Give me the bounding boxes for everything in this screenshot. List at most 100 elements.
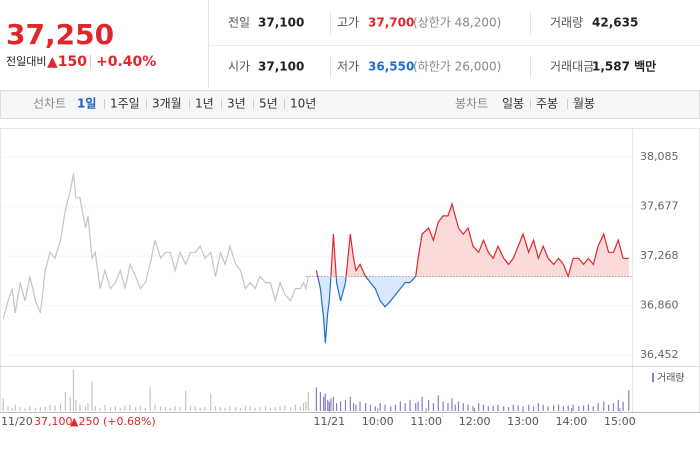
x-tick-label: 13:00	[507, 415, 539, 428]
volume-bar	[528, 404, 530, 411]
volume-bar	[323, 396, 325, 411]
volume-bar	[344, 399, 347, 411]
volume-bar	[154, 404, 156, 411]
volume-bar	[582, 405, 585, 411]
stat-value: 37,700	[368, 16, 414, 30]
volume-bar	[299, 406, 301, 411]
volume-bar	[14, 404, 16, 411]
period-tab[interactable]: 3년	[227, 97, 246, 111]
volume-bar	[274, 407, 276, 411]
y-tick-label: 38,085	[640, 150, 679, 163]
volume-bar	[214, 406, 217, 411]
volume-bar	[487, 406, 489, 411]
stat-value: 37,100	[258, 60, 304, 74]
volume-bar	[179, 407, 181, 411]
price-area	[316, 203, 629, 344]
stat-note: (하한가 26,000)	[413, 60, 501, 74]
volume-bar	[324, 393, 326, 411]
volume-bar	[229, 406, 231, 411]
volume-bar	[315, 387, 318, 411]
volume-bar	[349, 396, 351, 411]
volume-bar	[29, 406, 31, 411]
stat-label: 거래량	[550, 16, 583, 30]
volume-bar	[44, 406, 46, 411]
tab-group-label: 봉차트	[455, 97, 488, 111]
volume-bar	[109, 407, 112, 411]
price-line	[315, 201, 629, 344]
volume-bar	[572, 404, 574, 411]
volume-bar	[210, 393, 212, 411]
x-tick-label: 10:00	[362, 415, 394, 428]
volume-bar	[369, 404, 372, 411]
current-price: 37,250	[6, 18, 114, 51]
period-tab[interactable]: 10년	[290, 97, 316, 111]
volume-bar	[94, 406, 96, 411]
x-tick-label: 12:00	[459, 415, 491, 428]
volume-bar	[7, 406, 9, 411]
volume-bar	[169, 407, 171, 411]
volume-bar	[447, 403, 449, 411]
prev-change: ▲250 (+0.68%)	[70, 415, 156, 428]
volume-bar	[622, 401, 624, 411]
volume-bar	[467, 404, 469, 411]
period-tab[interactable]: 1주일	[110, 97, 140, 111]
volume-bar	[532, 406, 535, 411]
period-tab[interactable]: 월봉	[573, 97, 595, 111]
volume-bar	[204, 407, 206, 411]
volume-bar	[239, 407, 242, 411]
volume-bar	[478, 403, 480, 411]
volume-bar	[587, 404, 590, 411]
x-tick-label: 14:00	[556, 415, 588, 428]
volume-bar	[517, 405, 519, 411]
volume-bar	[279, 406, 281, 411]
volume-bar	[72, 370, 75, 411]
volume-bar	[235, 407, 237, 411]
volume-bar	[139, 406, 142, 411]
volume-bar	[254, 407, 256, 411]
volume-bar	[305, 401, 307, 411]
volume-bar	[49, 404, 51, 411]
period-tab[interactable]: 주봉	[536, 97, 558, 111]
period-tab[interactable]: 1년	[195, 97, 214, 111]
volume-bar	[185, 390, 187, 411]
volume-bar	[567, 405, 569, 411]
volume-bar	[2, 398, 4, 411]
prev-close: 37,100	[34, 415, 73, 428]
volume-bar	[553, 405, 555, 411]
change: ▲150	[47, 54, 87, 70]
legend-swatch	[652, 373, 654, 382]
volume-bar	[522, 406, 524, 411]
period-tab[interactable]: 일봉	[502, 97, 524, 111]
volume-bar	[379, 403, 381, 411]
period-tab[interactable]: 1일	[77, 97, 96, 111]
prev-date: 11/20	[1, 415, 33, 428]
volume-bar	[359, 401, 361, 411]
volume-bar	[259, 407, 261, 411]
volume-bar	[114, 406, 117, 411]
volume-bar	[437, 395, 439, 411]
volume-bar	[284, 405, 286, 411]
volume-bar	[503, 406, 505, 411]
volume-bar	[264, 406, 267, 411]
volume-bar	[327, 399, 329, 411]
volume-bar	[482, 404, 485, 411]
period-tab[interactable]: 3개월	[152, 97, 182, 111]
stat-label: 전일	[228, 16, 250, 30]
x-tick-label: 11:00	[410, 415, 442, 428]
stat-label: 시가	[228, 60, 250, 74]
volume-bar	[492, 405, 494, 411]
volume-bar	[451, 398, 453, 411]
volume-bar	[432, 403, 435, 411]
volume-bar	[542, 404, 544, 411]
volume-bar	[319, 392, 322, 411]
volume-bar	[289, 407, 292, 411]
period-tab[interactable]: 5년	[259, 97, 278, 111]
volume-bar	[174, 406, 176, 411]
volume-bar	[79, 404, 81, 411]
volume-bar	[104, 404, 106, 411]
volume-bar	[592, 406, 594, 411]
volume-bar	[39, 407, 41, 411]
volume-bar	[457, 401, 460, 411]
volume-bar	[69, 396, 71, 411]
